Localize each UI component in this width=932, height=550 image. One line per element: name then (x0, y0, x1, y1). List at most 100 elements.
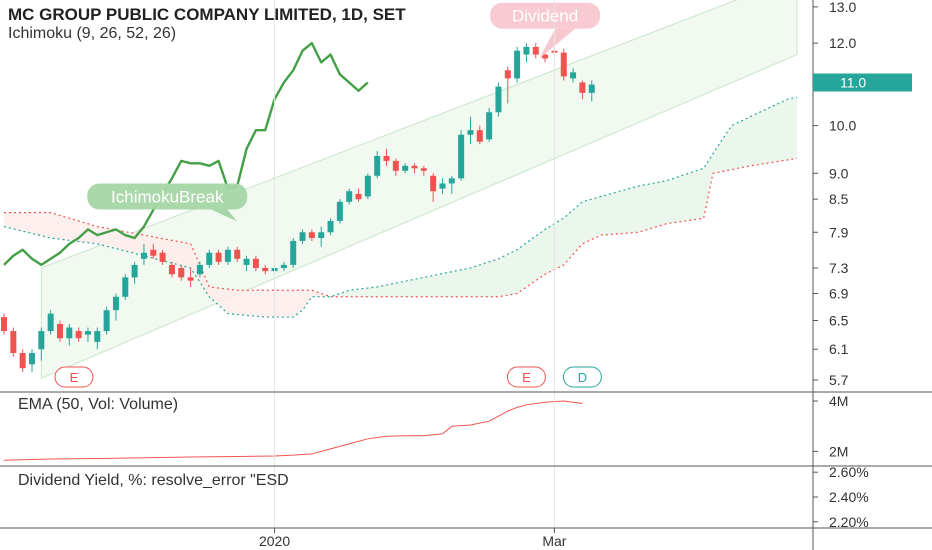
candle-28[interactable] (262, 264, 269, 275)
candle-body-35 (327, 220, 334, 233)
candle-10[interactable] (94, 327, 101, 350)
candle-body-24 (224, 249, 231, 262)
candle-49[interactable] (458, 130, 465, 181)
candle-41[interactable] (383, 148, 390, 166)
label-bubble-0 (87, 183, 248, 210)
label-ichimokubreak[interactable]: IchimokuBreak (87, 183, 248, 222)
candle-44[interactable] (411, 163, 418, 174)
candle-37[interactable] (346, 188, 353, 205)
candle-52[interactable] (486, 107, 493, 142)
candle-36[interactable] (336, 199, 343, 224)
candle-45[interactable] (420, 165, 427, 176)
candle-body-9 (84, 331, 91, 335)
candle-22[interactable] (206, 249, 213, 268)
dividend-marker-2[interactable]: D (562, 366, 602, 388)
dividend-tick-label-1: 2.40% (829, 489, 869, 505)
candle-body-15 (140, 252, 147, 259)
price-tick-label-7: 9.0 (829, 165, 849, 181)
candle-25[interactable] (234, 246, 241, 262)
candle-body-58 (542, 54, 549, 59)
candle-3[interactable] (28, 349, 35, 373)
label-text-1: Dividend (512, 7, 578, 26)
candle-8[interactable] (75, 327, 82, 342)
candle-57[interactable] (532, 43, 539, 59)
candle-body-49 (458, 134, 465, 179)
candle-body-1 (10, 331, 17, 353)
candle-6[interactable] (56, 320, 63, 342)
candle-46[interactable] (430, 173, 437, 202)
candle-body-16 (150, 249, 157, 256)
candle-61[interactable] (570, 68, 577, 83)
candle-34[interactable] (318, 226, 325, 247)
candle-12[interactable] (112, 293, 119, 321)
label-dividend[interactable]: Dividend (490, 2, 601, 59)
price-tick-label-10: 12.0 (829, 35, 856, 51)
candle-50[interactable] (467, 116, 474, 145)
candle-17[interactable] (159, 249, 166, 265)
candle-43[interactable] (402, 163, 409, 174)
candle-23[interactable] (215, 249, 222, 265)
candle-body-34 (318, 232, 325, 239)
candle-51[interactable] (476, 125, 483, 145)
candle-32[interactable] (299, 229, 306, 244)
candle-42[interactable] (392, 158, 399, 176)
candle-body-42 (392, 160, 399, 171)
candle-38[interactable] (355, 188, 362, 202)
earnings-marker-0[interactable]: E (54, 366, 94, 388)
candle-21[interactable] (196, 261, 203, 278)
price-pane[interactable]: IchimokuBreak Dividend E E D (1, 0, 798, 388)
label-text-0: IchimokuBreak (111, 187, 224, 206)
candle-47[interactable] (439, 178, 446, 194)
candle-1[interactable] (10, 327, 17, 357)
ichimoku-cloud-1 (325, 97, 797, 297)
candle-body-55 (514, 50, 521, 79)
candle-30[interactable] (280, 261, 287, 272)
candle-27[interactable] (252, 255, 259, 272)
candle-31[interactable] (290, 238, 297, 268)
candle-15[interactable] (140, 243, 147, 265)
candle-body-40 (374, 156, 381, 176)
candle-62[interactable] (579, 80, 586, 100)
candle-18[interactable] (168, 261, 175, 278)
candle-24[interactable] (224, 246, 231, 265)
candle-0[interactable] (1, 313, 7, 335)
candle-33[interactable] (308, 229, 315, 241)
candle-9[interactable] (84, 327, 91, 342)
candle-7[interactable] (66, 324, 73, 346)
candle-39[interactable] (364, 173, 371, 200)
ichimoku-cloud-0 (4, 212, 326, 318)
candle-body-12 (112, 296, 119, 311)
candle-20[interactable] (187, 267, 194, 287)
candle-body-56 (523, 46, 530, 55)
candle-63[interactable] (588, 80, 595, 102)
ema-tick-label-0: 2M (829, 443, 848, 459)
candle-body-19 (178, 267, 185, 278)
candle-2[interactable] (19, 349, 26, 373)
candle-55[interactable] (514, 46, 521, 83)
candle-13[interactable] (122, 274, 129, 301)
candle-5[interactable] (47, 310, 54, 335)
candle-body-46 (430, 175, 437, 192)
candle-35[interactable] (327, 218, 334, 236)
candle-40[interactable] (374, 151, 381, 179)
candle-54[interactable] (504, 66, 511, 104)
candle-19[interactable] (178, 264, 185, 281)
candle-26[interactable] (243, 255, 250, 272)
candle-14[interactable] (131, 261, 138, 284)
candle-body-32 (299, 232, 306, 241)
candle-60[interactable] (560, 48, 567, 81)
candle-56[interactable] (523, 43, 530, 63)
candle-53[interactable] (495, 82, 502, 117)
candle-48[interactable] (448, 175, 455, 194)
candle-11[interactable] (103, 306, 110, 335)
dividend-yield-legend: Dividend Yield, %: resolve_error "ESD (18, 472, 289, 489)
candle-4[interactable] (38, 327, 45, 361)
candle-body-5 (47, 313, 54, 332)
price-tick-label-1: 6.1 (829, 341, 849, 357)
candle-16[interactable] (150, 243, 157, 259)
candle-body-23 (215, 252, 222, 262)
dividend-tick-label-2: 2.60% (829, 464, 869, 480)
earnings-marker-1[interactable]: E (506, 366, 546, 388)
